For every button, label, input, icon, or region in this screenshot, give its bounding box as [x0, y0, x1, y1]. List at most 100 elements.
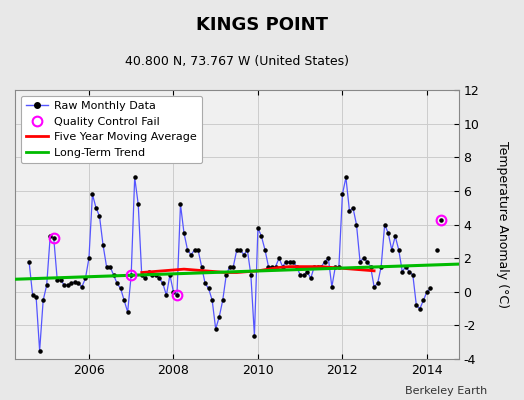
Point — [349, 204, 357, 211]
Point — [225, 264, 234, 270]
Point — [380, 221, 389, 228]
Point — [141, 275, 149, 282]
Point — [419, 297, 428, 304]
Point — [257, 233, 266, 240]
Point — [436, 216, 445, 223]
Point — [395, 247, 403, 253]
Point — [286, 258, 294, 265]
Point — [88, 191, 96, 198]
Point — [412, 302, 421, 308]
Point — [261, 247, 269, 253]
Point — [176, 201, 184, 208]
Point — [282, 258, 290, 265]
Point — [363, 258, 371, 265]
Point — [370, 284, 378, 290]
Point — [67, 280, 75, 287]
Point — [416, 306, 424, 312]
Point — [268, 264, 276, 270]
Point — [42, 282, 51, 288]
Point — [219, 297, 227, 304]
Point — [50, 235, 58, 241]
Point — [433, 247, 442, 253]
Point — [148, 272, 157, 278]
Point — [324, 255, 333, 262]
Point — [398, 268, 407, 275]
Point — [187, 252, 195, 258]
Point — [74, 280, 83, 287]
Point — [134, 201, 143, 208]
Point — [352, 221, 361, 228]
Point — [229, 264, 237, 270]
Point — [401, 264, 410, 270]
Point — [159, 280, 167, 287]
Point — [78, 284, 86, 290]
Point — [169, 289, 178, 295]
Point — [145, 268, 153, 275]
Point — [180, 230, 188, 236]
Point — [81, 275, 90, 282]
Point — [28, 292, 37, 298]
Text: Berkeley Earth: Berkeley Earth — [405, 386, 487, 396]
Point — [239, 252, 248, 258]
Point — [303, 268, 311, 275]
Point — [173, 292, 181, 298]
Point — [331, 264, 340, 270]
Point — [130, 174, 139, 181]
Point — [194, 247, 202, 253]
Point — [423, 289, 431, 295]
Point — [110, 272, 118, 278]
Point — [374, 280, 382, 287]
Point — [99, 242, 107, 248]
Point — [307, 275, 315, 282]
Point — [39, 297, 47, 304]
Point — [201, 280, 209, 287]
Point — [250, 332, 259, 339]
Point — [127, 272, 135, 278]
Point — [162, 292, 171, 298]
Point — [310, 264, 319, 270]
Point — [384, 230, 392, 236]
Point — [328, 284, 336, 290]
Point — [212, 326, 220, 332]
Point — [208, 297, 216, 304]
Point — [296, 272, 304, 278]
Point — [222, 272, 231, 278]
Point — [32, 294, 40, 300]
Point — [71, 278, 79, 285]
Point — [338, 191, 346, 198]
Point — [426, 285, 434, 292]
Point — [345, 208, 354, 214]
Point — [359, 255, 368, 262]
Point — [377, 264, 385, 270]
Point — [264, 264, 272, 270]
Point — [292, 264, 301, 270]
Point — [300, 272, 308, 278]
Point — [204, 285, 213, 292]
Point — [271, 264, 280, 270]
Point — [53, 277, 61, 283]
Point — [405, 268, 413, 275]
Point — [236, 247, 245, 253]
Point — [409, 272, 417, 278]
Point — [356, 258, 364, 265]
Point — [120, 297, 128, 304]
Point — [166, 272, 174, 278]
Point — [106, 264, 114, 270]
Point — [116, 285, 125, 292]
Point — [113, 280, 121, 287]
Title: 40.800 N, 73.767 W (United States): 40.800 N, 73.767 W (United States) — [125, 55, 349, 68]
Point — [57, 277, 65, 283]
Point — [151, 272, 160, 278]
Point — [321, 258, 329, 265]
Point — [60, 282, 69, 288]
Point — [102, 264, 111, 270]
Point — [289, 258, 297, 265]
Point — [36, 348, 44, 354]
Point — [183, 247, 192, 253]
Point — [138, 272, 146, 278]
Point — [215, 314, 223, 320]
Point — [317, 264, 325, 270]
Point — [63, 282, 72, 288]
Point — [313, 264, 322, 270]
Point — [366, 264, 375, 270]
